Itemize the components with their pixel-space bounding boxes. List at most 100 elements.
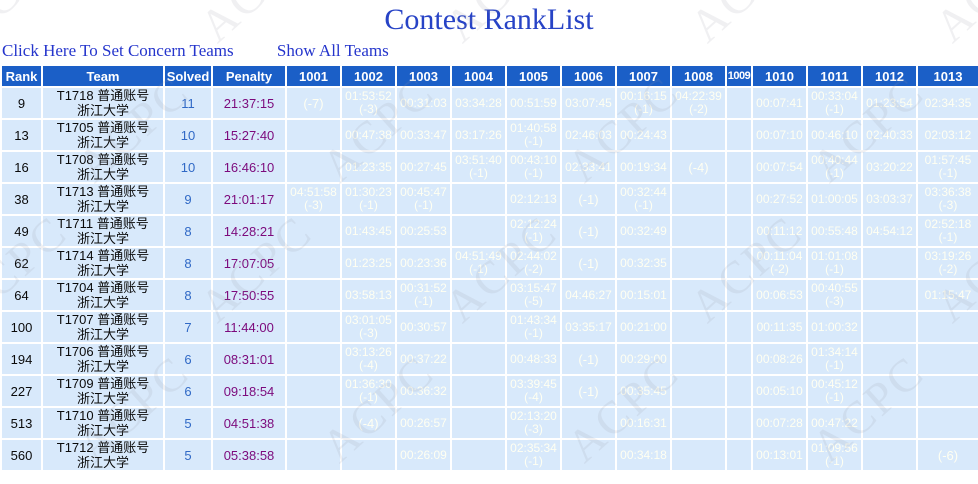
penalty-tries: (-1) xyxy=(524,230,543,244)
team-name-line1: T1709 普通账号 xyxy=(56,376,150,391)
cell-1008-empty xyxy=(670,214,727,248)
rank-cell: 62 xyxy=(0,246,43,280)
cell-1013-empty xyxy=(916,406,978,440)
team-cell: T1714 普通账号 浙江大学 xyxy=(41,246,165,280)
cell-1012-accepted: 02:40:33 xyxy=(861,118,918,152)
cell-1013-empty xyxy=(916,342,978,376)
cell-1012-accepted: 01:23:54 xyxy=(861,86,918,120)
cell-1002-accepted: 00:47:38 xyxy=(340,118,397,152)
cell-1007-accepted: 00:19:34 xyxy=(615,150,672,184)
column-header-1012: 1012 xyxy=(861,64,918,88)
cell-1002-accepted: 03:58:13 xyxy=(340,278,397,312)
set-concern-teams-link[interactable]: Click Here To Set Concern Teams xyxy=(2,41,234,60)
accepted-time: 00:11:12 xyxy=(756,223,803,238)
accepted-time: 02:12:24 xyxy=(510,217,557,231)
penalty-tries: (-1) xyxy=(469,166,488,180)
penalty-cell: 14:28:21 xyxy=(211,214,287,248)
cell-1009-empty xyxy=(725,310,753,344)
cell-1010-accepted: 00:07:41 xyxy=(751,86,808,120)
accepted-time: 00:07:10 xyxy=(756,127,803,142)
cell-1001-empty xyxy=(285,438,342,472)
cell-1009-empty xyxy=(725,406,753,440)
rank-row-560: 560 T1712 普通账号 浙江大学 5 05:38:58 00:26:09 02:35:… xyxy=(0,438,978,472)
penalty-tries: (-2) xyxy=(938,262,958,276)
cell-1004-accepted: 04:51:49 (-1) xyxy=(450,246,507,280)
cell-1006-accepted: 03:07:45 xyxy=(560,86,617,120)
rank-cell: 100 xyxy=(0,310,43,344)
accepted-time: 00:29:00 xyxy=(620,351,667,366)
cell-1008-failed: (-4) xyxy=(670,150,727,184)
team-name-line2: 浙江大学 xyxy=(76,359,129,374)
team-cell: T1706 普通账号 浙江大学 xyxy=(41,342,165,376)
cell-1013-empty xyxy=(916,374,978,408)
cell-1012-accepted: 03:20:22 xyxy=(861,150,918,184)
accepted-time: 00:11:35 xyxy=(756,319,803,334)
rank-row-38: 38 T1713 普通账号 浙江大学 9 21:01:17 04:51:58 (-3) 01:… xyxy=(0,182,978,216)
accepted-time: 00:32:49 xyxy=(620,223,667,238)
accepted-time: 03:17:26 xyxy=(455,127,502,142)
solved-cell: 9 xyxy=(163,182,213,216)
cell-1004-accepted: 03:34:28 xyxy=(450,86,507,120)
accepted-time: 00:26:09 xyxy=(400,447,447,462)
accepted-time: 00:35:45 xyxy=(620,383,667,398)
cell-1004-accepted: 03:17:26 xyxy=(450,118,507,152)
accepted-time: 00:31:52 xyxy=(400,281,447,295)
accepted-time: 01:30:23 xyxy=(345,185,392,199)
cell-1008-accepted: 04:22:39 (-2) xyxy=(670,86,727,120)
penalty-cell: 16:46:10 xyxy=(211,150,287,184)
penalty-tries: (-1) xyxy=(524,454,543,468)
cell-1002-failed: (-4) xyxy=(340,406,397,440)
accepted-time: 02:33:41 xyxy=(565,159,612,174)
column-header-1007: 1007 xyxy=(615,64,672,88)
rank-cell: 16 xyxy=(0,150,43,184)
cell-1006-accepted: 02:46:03 xyxy=(560,118,617,152)
cell-1013-accepted: 03:36:38 (-3) xyxy=(916,182,978,216)
cell-1001-empty xyxy=(285,150,342,184)
cell-1002-accepted: 03:13:26 (-4) xyxy=(340,342,397,376)
cell-1013-accepted: 02:52:18 (-1) xyxy=(916,214,978,248)
team-name-line1: T1707 普通账号 xyxy=(56,312,150,327)
cell-1007-accepted: 00:32:35 xyxy=(615,246,672,280)
cell-1005-accepted: 02:13:20 (-3) xyxy=(505,406,562,440)
cell-1005-accepted: 02:35:34 (-1) xyxy=(505,438,562,472)
accepted-time: 00:43:10 xyxy=(510,153,557,167)
accepted-time: 00:19:34 xyxy=(620,159,667,174)
cell-1006-failed: (-1) xyxy=(560,246,617,280)
cell-1001-empty xyxy=(285,374,342,408)
cell-1010-accepted: 00:07:10 xyxy=(751,118,808,152)
accepted-time: 01:00:05 xyxy=(811,191,858,206)
cell-1003-accepted: 00:45:47 (-1) xyxy=(395,182,452,216)
cell-1006-accepted: 03:35:17 xyxy=(560,310,617,344)
accepted-time: 00:45:47 xyxy=(400,185,447,199)
cell-1009-empty xyxy=(725,214,753,248)
accepted-time: 04:54:12 xyxy=(866,223,913,238)
accepted-time: 03:35:17 xyxy=(565,319,612,334)
cell-1009-empty xyxy=(725,118,753,152)
cell-1002-accepted: 01:43:45 xyxy=(340,214,397,248)
penalty-cell: 04:51:38 xyxy=(211,406,287,440)
cell-1007-accepted: 00:32:49 xyxy=(615,214,672,248)
penalty-tries: (-1) xyxy=(825,358,844,372)
accepted-time: 00:07:41 xyxy=(756,95,803,110)
cell-1003-accepted: 00:31:52 (-1) xyxy=(395,278,452,312)
cell-1003-accepted: 00:31:03 xyxy=(395,86,452,120)
cell-1002-accepted: 01:53:52 (-3) xyxy=(340,86,397,120)
cell-1004-empty xyxy=(450,214,507,248)
rank-row-513: 513 T1710 普通账号 浙江大学 5 04:51:38 (-4) 00:26:57 02… xyxy=(0,406,978,440)
cell-1008-empty xyxy=(670,182,727,216)
rank-cell: 560 xyxy=(0,438,43,472)
solved-cell: 8 xyxy=(163,214,213,248)
cell-1005-accepted: 02:12:24 (-1) xyxy=(505,214,562,248)
cell-1013-failed: (-6) xyxy=(916,438,978,472)
accepted-time: 01:57:45 xyxy=(924,153,972,167)
cell-1006-empty xyxy=(560,438,617,472)
penalty-tries: (-2) xyxy=(689,102,708,116)
show-all-teams-link[interactable]: Show All Teams xyxy=(276,41,389,60)
solved-cell: 6 xyxy=(163,374,213,408)
team-name-line2: 浙江大学 xyxy=(76,391,129,406)
team-name-line1: T1718 普通账号 xyxy=(56,88,150,103)
accepted-time: 01:23:35 xyxy=(345,159,392,174)
cell-1009-empty xyxy=(725,182,753,216)
cell-1010-accepted: 00:27:52 xyxy=(751,182,808,216)
accepted-time: 03:58:13 xyxy=(345,287,392,302)
